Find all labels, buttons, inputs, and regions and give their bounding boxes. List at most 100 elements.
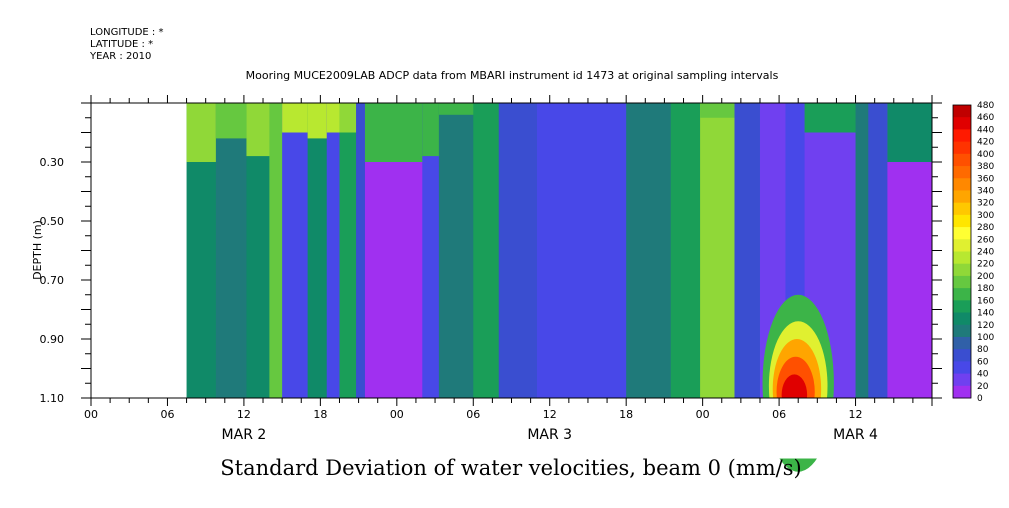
colorbar-swatch [953, 105, 971, 118]
colorbar-label: 400 [977, 150, 994, 160]
data-cell-top [364, 103, 423, 162]
colorbar-label: 480 [977, 101, 994, 111]
data-cell-top [339, 103, 357, 133]
colorbar-swatch [953, 312, 971, 326]
data-cell [326, 103, 340, 398]
latitude-label: LATITUDE : * [90, 39, 153, 50]
data-cell-top [282, 103, 309, 133]
x-tick-label: 12 [543, 408, 557, 421]
colorbar-label: 300 [977, 211, 994, 221]
colorbar-swatch [953, 385, 971, 399]
y-tick-label: 0.30 [40, 156, 65, 169]
x-tick-label: 00 [390, 408, 404, 421]
longitude-label: LONGITUDE : * [90, 27, 163, 38]
colorbar-label: 320 [977, 199, 994, 209]
colorbar-label: 380 [977, 162, 994, 172]
colorbar-label: 440 [977, 125, 994, 135]
colorbar-label: 220 [977, 260, 994, 270]
colorbar-label: 460 [977, 113, 994, 123]
colorbar-swatch [953, 361, 971, 375]
data-cell [339, 103, 357, 398]
data-cell-top [215, 103, 247, 139]
y-axis-label: DEPTH (m) [31, 220, 44, 280]
data-cell [282, 103, 309, 398]
colorbar-swatch [953, 141, 971, 155]
colorbar-label: 200 [977, 272, 994, 282]
colorbar-label: 40 [977, 370, 989, 380]
x-tick-label: 18 [619, 408, 633, 421]
colorbar-swatch [953, 227, 971, 240]
data-cell-top [326, 103, 340, 133]
data-cell [246, 103, 270, 398]
colorbar-swatch [953, 288, 971, 301]
colorbar-label: 260 [977, 235, 994, 245]
colorbar-label: 160 [977, 296, 994, 306]
colorbar-label: 60 [977, 357, 989, 367]
data-cell [438, 103, 474, 398]
x-tick-label: 06 [160, 408, 174, 421]
data-cell [307, 103, 328, 398]
x-tick-label: 18 [313, 408, 327, 421]
data-cell-top [700, 103, 735, 118]
data-cell-top [246, 103, 270, 157]
data-cell-top [307, 103, 328, 139]
colorbar-swatch [953, 263, 971, 277]
colorbar-swatch [953, 178, 971, 191]
x-tick-label: 00 [696, 408, 710, 421]
colorbar-label: 120 [977, 321, 994, 331]
colorbar-label: 240 [977, 248, 994, 258]
colorbar-swatch [953, 373, 971, 387]
colorbar-swatch [953, 336, 971, 350]
colorbar-label: 100 [977, 333, 994, 343]
colorbar-swatch [953, 202, 971, 216]
data-cell-top [887, 103, 933, 162]
data-cell-top [804, 103, 857, 133]
colorbar-swatch [953, 300, 971, 314]
colorbar-label: 0 [977, 394, 983, 404]
data-cell [562, 103, 627, 398]
plot-area [90, 103, 933, 472]
data-cell [422, 103, 440, 398]
x-tick-label: 06 [772, 408, 786, 421]
data-cell [473, 103, 500, 398]
y-tick-label: 0.70 [40, 274, 65, 287]
data-cell [215, 103, 247, 398]
colorbar-swatch [953, 190, 971, 204]
date-label: MAR 3 [527, 427, 572, 443]
colorbar-label: 180 [977, 284, 994, 294]
plot-mask [90, 398, 933, 459]
data-cell [269, 103, 283, 398]
x-tick-label: 12 [849, 408, 863, 421]
x-tick-label: 06 [466, 408, 480, 421]
data-cell [536, 103, 563, 398]
colorbar-label: 140 [977, 309, 994, 319]
data-cell [498, 103, 538, 398]
colorbar-swatch [953, 117, 971, 130]
colorbar-swatch [953, 239, 971, 252]
colorbar-swatch [953, 153, 971, 167]
data-cell-top [186, 103, 217, 162]
data-cell-top [438, 103, 474, 115]
colorbar-swatch [953, 214, 971, 228]
data-cell [734, 103, 761, 398]
y-tick-label: 0.90 [40, 333, 65, 346]
data-cell [356, 103, 366, 398]
colorbar-swatch [953, 166, 971, 179]
year-label: YEAR : 2010 [89, 51, 151, 62]
y-tick-label: 1.10 [40, 392, 65, 405]
colorbar-label: 420 [977, 138, 994, 148]
colorbar-label: 80 [977, 345, 989, 355]
colorbar-swatch [953, 275, 971, 289]
colorbar-label: 20 [977, 382, 989, 392]
colorbar-label: 360 [977, 174, 994, 184]
date-label: MAR 4 [833, 427, 878, 443]
data-cell [855, 103, 869, 398]
colorbar-label: 280 [977, 223, 994, 233]
colorbar-swatch [953, 251, 971, 265]
colorbar-swatch [953, 324, 971, 338]
chart-title: Mooring MUCE2009LAB ADCP data from MBARI… [246, 69, 779, 82]
data-cell [626, 103, 672, 398]
data-cell [670, 103, 701, 398]
colorbar-label: 340 [977, 186, 994, 196]
